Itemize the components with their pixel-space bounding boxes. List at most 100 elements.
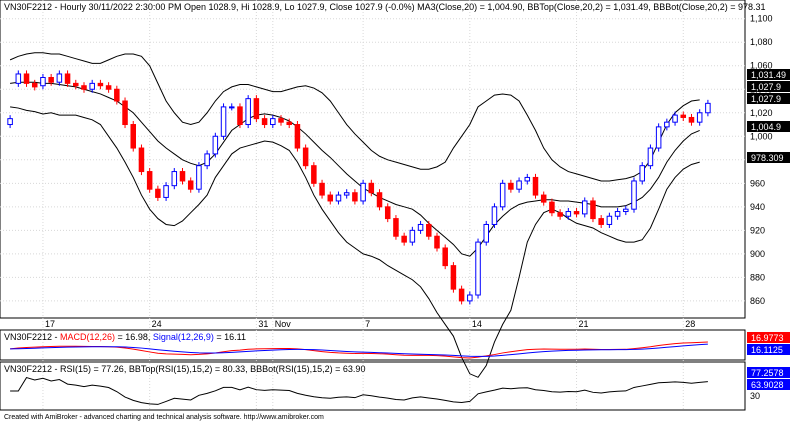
macd-pane	[0, 329, 746, 361]
candle-body	[581, 200, 588, 215]
candle-body	[696, 112, 703, 123]
x-tick-label: 24	[152, 319, 162, 329]
candle-body	[475, 241, 481, 296]
candle-body	[614, 211, 621, 217]
candle-body	[311, 165, 317, 184]
candle-body	[549, 201, 555, 214]
footer-credit: Created with AmiBroker - advanced charti…	[4, 414, 324, 421]
candle-body	[499, 182, 506, 208]
candle-body	[672, 114, 678, 123]
x-tick-label: 28	[685, 319, 695, 329]
candle-body	[40, 76, 46, 87]
candle-body	[146, 171, 153, 190]
candle-body	[138, 147, 145, 173]
candle-body	[516, 180, 522, 190]
y-tick-label: 960	[750, 178, 765, 188]
candle-body	[524, 176, 531, 182]
x-tick-label: 31	[258, 319, 268, 329]
candle-body	[179, 171, 186, 182]
candle-body	[680, 114, 687, 118]
candle-body	[204, 153, 210, 167]
candle-body	[417, 223, 424, 231]
bbbot-tag: 978.309	[751, 153, 784, 163]
candle-body	[590, 200, 596, 220]
macd-value: = 16.98,	[115, 332, 153, 342]
close-tag: 1,027.9	[751, 82, 781, 92]
candle-body	[237, 106, 243, 126]
signal-line	[10, 343, 708, 357]
candle-body	[212, 135, 219, 155]
rsi-line	[10, 376, 708, 405]
candle-body	[655, 126, 662, 149]
candle-body	[23, 73, 30, 84]
signal-label: Signal(12,26,9)	[153, 332, 214, 342]
candle-body	[393, 218, 399, 237]
rsi-axis-30: 30	[750, 391, 760, 401]
candle-body	[81, 85, 87, 90]
x-tick-label: 7	[365, 319, 370, 329]
rsi-tag: 77.2578	[751, 368, 784, 378]
candle-body	[352, 192, 358, 202]
candle-body	[467, 294, 473, 302]
x-tick-label: 21	[579, 319, 589, 329]
candle-body	[130, 124, 137, 149]
bbtop-tag: 1,031.49	[751, 70, 786, 80]
candle-body	[48, 76, 54, 83]
candle-body	[335, 194, 342, 202]
candle-body	[631, 180, 637, 210]
candles	[7, 70, 711, 305]
candle-body	[278, 118, 284, 123]
candle-body	[483, 223, 490, 243]
signal-value: = 16.11	[214, 332, 246, 342]
candle-body	[450, 265, 457, 290]
macd-title-prefix: VN30F2212 -	[4, 332, 60, 342]
candle-body	[434, 235, 440, 249]
candle-body	[294, 124, 301, 149]
candle-body	[664, 121, 670, 128]
y-tick-label: 1,100	[750, 14, 773, 24]
candle-body	[623, 208, 629, 213]
x-axis: 17 24 31 Nov 7 14 21 28	[45, 319, 695, 329]
candle-body	[508, 182, 514, 190]
candle-body	[639, 165, 645, 182]
signal-tag-bg	[747, 344, 790, 355]
price-pane	[0, 0, 746, 319]
candle-body	[261, 118, 268, 126]
candle-body	[155, 188, 161, 198]
candle-body	[384, 206, 391, 220]
candle-body	[56, 73, 63, 83]
y-tick-label: 1,000	[750, 131, 773, 141]
candle-body	[228, 106, 235, 109]
close-tag2: 1,027.9	[751, 94, 781, 104]
candle-body	[114, 88, 120, 102]
close-tag-bg	[747, 81, 790, 92]
candle-body	[705, 102, 711, 114]
rsi-lines	[10, 376, 708, 405]
candle-body	[573, 211, 580, 215]
candle-body	[401, 235, 407, 243]
candle-body	[171, 171, 178, 187]
y-tick-label: 1,020	[750, 108, 773, 118]
candle-body	[319, 182, 325, 196]
price-pane-title: VN30F2212 - Hourly 30/11/2022 2:30:00 PM…	[4, 2, 766, 12]
candle-body	[442, 247, 448, 267]
candle-body	[64, 73, 71, 84]
ma-tag: 1,004.9	[751, 122, 781, 132]
macd-lines	[10, 341, 708, 359]
rsi-pane	[0, 361, 746, 411]
candle-body	[15, 73, 22, 84]
candle-body	[598, 218, 604, 225]
candle-body	[270, 118, 276, 126]
macd-label: MACD(12,26)	[60, 332, 115, 342]
macd-tag: 16.9773	[751, 333, 784, 343]
macd-pane-title: VN30F2212 - MACD(12,26) = 16.98, Signal(…	[4, 332, 246, 342]
candle-body	[409, 229, 416, 243]
candle-body	[122, 100, 128, 126]
candle-body	[426, 223, 432, 237]
candle-body	[97, 82, 104, 87]
ma-tag-bg	[747, 121, 790, 132]
candle-body	[187, 180, 194, 190]
candle-body	[606, 215, 613, 225]
rsi-tag-bg	[747, 367, 790, 378]
